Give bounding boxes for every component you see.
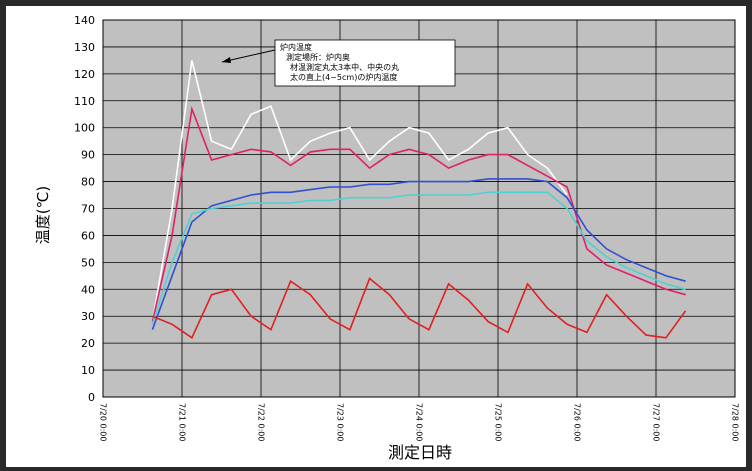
- y-tick-label: 50: [81, 256, 95, 269]
- y-tick-label: 20: [81, 337, 95, 350]
- x-tick-label: 7/21 0:00: [178, 403, 187, 441]
- y-axis-label: 温度(℃): [34, 186, 52, 245]
- y-tick-label: 10: [81, 364, 95, 377]
- y-tick-label: 40: [81, 283, 95, 296]
- y-tick-label: 110: [74, 95, 95, 108]
- x-tick-label: 7/26 0:00: [573, 403, 582, 441]
- x-tick-label: 7/27 0:00: [652, 403, 661, 441]
- y-tick-label: 140: [74, 14, 95, 27]
- y-tick-label: 130: [74, 41, 95, 54]
- y-tick-label: 80: [81, 176, 95, 189]
- x-tick-label: 7/23 0:00: [336, 403, 345, 441]
- chart: 温度(℃) 測定日時 0 10 20 30 40 50 60 70 80 90 100 110 120 1…: [0, 0, 752, 467]
- annotation-line: 材温測定丸太3本中、中央の丸: [290, 62, 399, 72]
- annotation-line: 測定場所：炉内奥: [286, 52, 350, 62]
- y-tick-label: 90: [81, 149, 95, 162]
- y-tick-label: 120: [74, 68, 95, 81]
- y-tick-label: 0: [88, 391, 95, 404]
- annotation-line: 炉内温度: [280, 42, 312, 52]
- x-tick-label: 7/24 0:00: [415, 403, 424, 441]
- x-axis-label: 測定日時: [388, 443, 452, 462]
- y-tick-label: 30: [81, 310, 95, 323]
- annotation-line: 太の直上(4~5cm)の炉内温度: [290, 72, 397, 82]
- y-tick-label: 60: [81, 229, 95, 242]
- x-tick-label: 7/20 0:00: [99, 403, 108, 441]
- y-tick-label: 100: [74, 122, 95, 135]
- x-tick-label: 7/25 0:00: [494, 403, 503, 441]
- y-tick-label: 70: [81, 203, 95, 216]
- x-tick-label: 7/22 0:00: [257, 403, 266, 441]
- x-tick-label: 7/28 0:00: [731, 403, 740, 441]
